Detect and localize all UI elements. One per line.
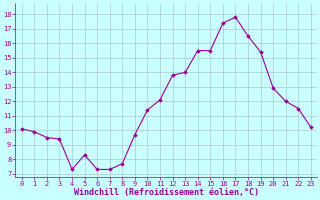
- X-axis label: Windchill (Refroidissement éolien,°C): Windchill (Refroidissement éolien,°C): [74, 188, 259, 197]
